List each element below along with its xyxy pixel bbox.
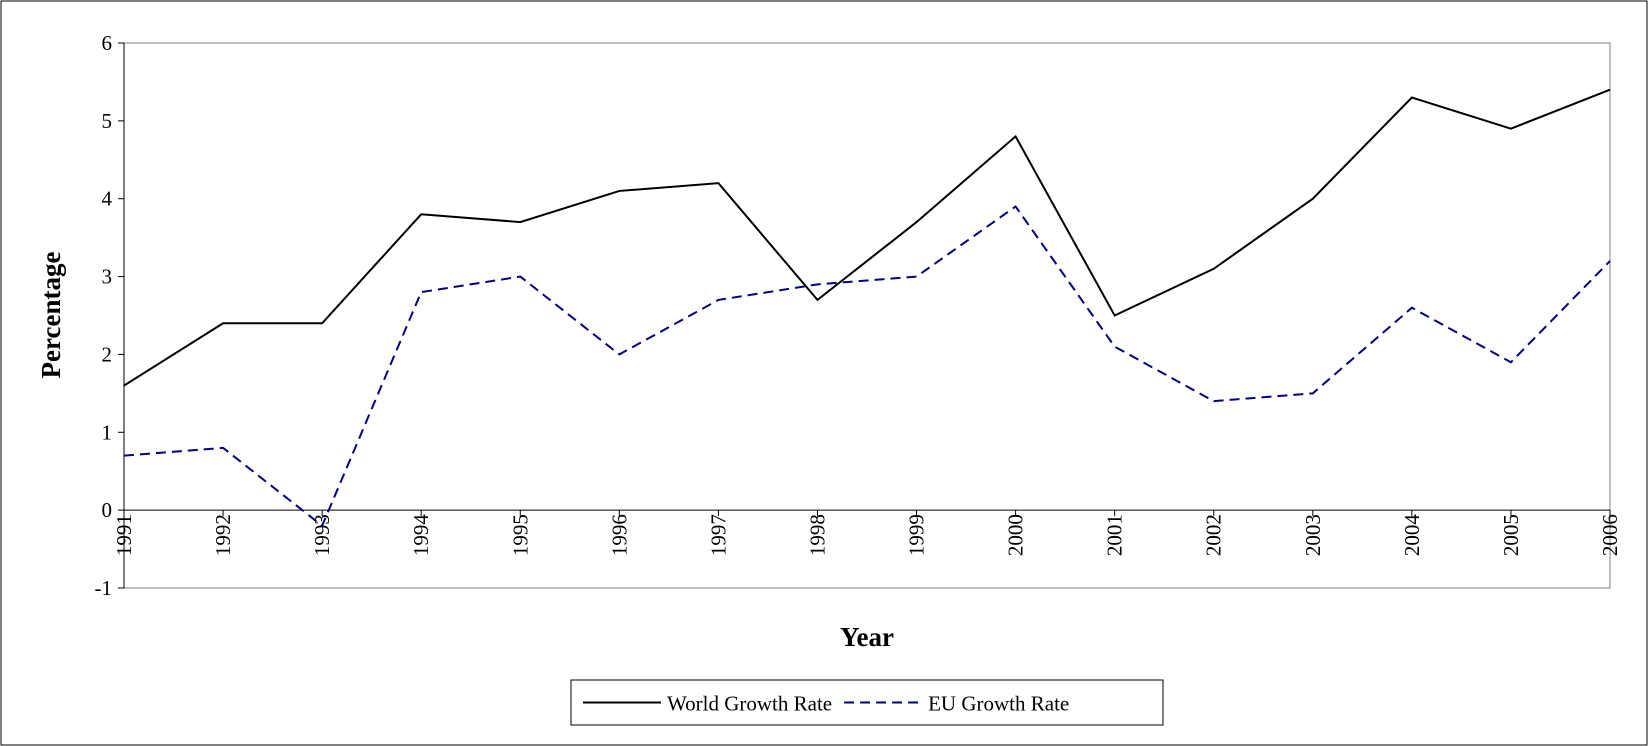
- y-tick-label: 0: [102, 498, 113, 522]
- x-tick-label: 2006: [1598, 514, 1622, 556]
- series-line: [123, 205, 1611, 528]
- x-tick-label: 1993: [310, 514, 334, 556]
- y-tick-label: 4: [102, 187, 113, 211]
- x-tick-label: 2003: [1301, 514, 1325, 556]
- y-tick-label: 6: [102, 31, 113, 55]
- series-line: [123, 88, 1611, 387]
- x-tick-label: 2002: [1202, 514, 1226, 556]
- x-tick-label: 1995: [508, 514, 532, 556]
- legend-label: World Growth Rate: [667, 692, 832, 716]
- y-tick-label: 3: [102, 265, 113, 289]
- legend: World Growth Rate EU Growth Rate: [570, 679, 1164, 726]
- y-axis-title: Percentage: [36, 252, 66, 379]
- x-tick-label: 2001: [1103, 514, 1127, 556]
- legend-label: EU Growth Rate: [928, 692, 1069, 716]
- x-tick-label: 1996: [607, 514, 631, 556]
- y-tick-label: 1: [102, 420, 113, 444]
- y-tick-label: -1: [95, 576, 113, 600]
- x-tick-label: 1997: [706, 514, 730, 556]
- x-axis-title: Year: [840, 622, 894, 652]
- x-tick-label: 1991: [112, 514, 136, 556]
- y-tick-label: 2: [102, 342, 113, 366]
- x-tick-label: 1994: [409, 514, 433, 557]
- y-tick-label: 5: [102, 109, 113, 133]
- x-tick-label: 2000: [1004, 514, 1028, 556]
- x-tick-label: 2005: [1499, 514, 1523, 556]
- x-tick-label: 2004: [1400, 514, 1424, 557]
- x-tick-label: 1992: [211, 514, 235, 556]
- x-tick-label: 1998: [805, 514, 829, 556]
- x-tick-label: 1999: [905, 514, 929, 556]
